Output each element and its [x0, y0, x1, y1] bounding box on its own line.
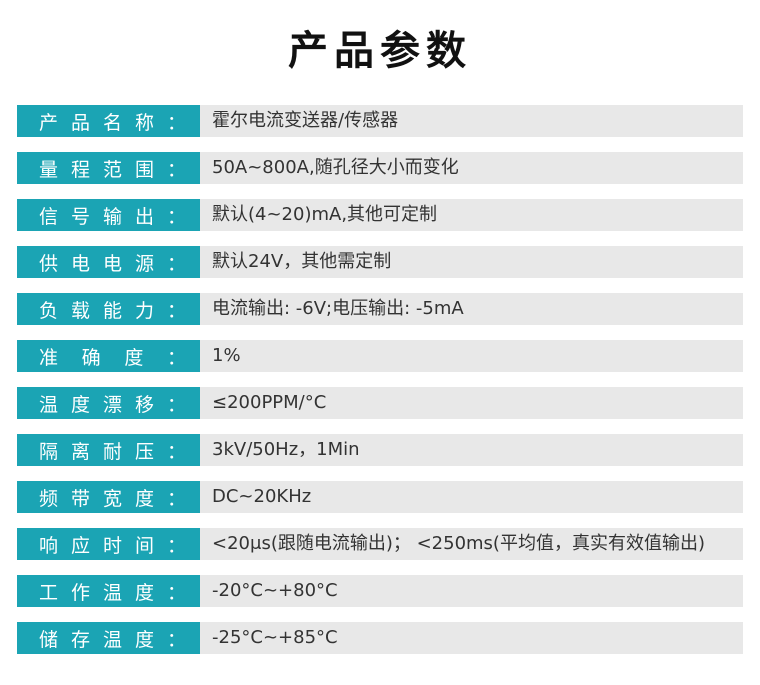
- param-value: 默认24V，其他需定制: [200, 246, 743, 278]
- param-label-char: ：: [166, 111, 186, 134]
- param-label-char: ：: [166, 299, 186, 322]
- param-label-char: 能: [102, 299, 122, 322]
- param-label-char: 电: [102, 252, 122, 275]
- param-label-char: 温: [102, 628, 122, 651]
- param-label-char: 间: [134, 534, 154, 557]
- param-value: 1%: [200, 340, 743, 372]
- param-label-char: 力: [134, 299, 154, 322]
- param-value: DC~20KHz: [200, 481, 743, 513]
- param-row: 储存温度 ： -25°C~+85°C: [17, 622, 743, 654]
- param-label-char: 度: [124, 346, 144, 369]
- param-label-char: 确: [81, 346, 101, 369]
- param-value: 3kV/50Hz，1Min: [200, 434, 743, 466]
- param-label-char: 信: [39, 205, 59, 228]
- param-label-char: ：: [166, 158, 186, 181]
- param-row: 负载能力 ： 电流输出: -6V;电压输出: -5mA: [17, 293, 743, 325]
- param-label-char: 程: [70, 158, 90, 181]
- param-label-char: 出: [134, 205, 154, 228]
- param-row: 量程范围 ： 50A~800A,随孔径大小而变化: [17, 152, 743, 184]
- param-value: -25°C~+85°C: [200, 622, 743, 654]
- param-label: 隔离耐压 ：: [17, 434, 200, 466]
- param-value: 默认(4~20)mA,其他可定制: [200, 199, 743, 231]
- param-row: 频带宽度 ： DC~20KHz: [17, 481, 743, 513]
- param-label-char: 时: [102, 534, 122, 557]
- param-label-char: 宽: [102, 487, 122, 510]
- param-row: 信号输出 ： 默认(4~20)mA,其他可定制: [17, 199, 743, 231]
- param-label: 负载能力 ：: [17, 293, 200, 325]
- param-label-char: 温: [102, 581, 122, 604]
- param-label-char: 产: [39, 111, 59, 134]
- param-label-char: ：: [166, 393, 186, 416]
- param-label-char: ：: [166, 252, 186, 275]
- param-label-char: ：: [166, 628, 186, 651]
- param-value: 50A~800A,随孔径大小而变化: [200, 152, 743, 184]
- param-label-char: 载: [70, 299, 90, 322]
- param-label-char: 度: [134, 628, 154, 651]
- param-label-char: 耐: [102, 440, 122, 463]
- param-value: ≤200PPM/°C: [200, 387, 743, 419]
- page-title: 产品参数: [288, 28, 472, 74]
- param-label-char: 存: [70, 628, 90, 651]
- param-label-char: ：: [166, 487, 186, 510]
- param-row: 准确度 ： 1%: [17, 340, 743, 372]
- param-label-char: 输: [102, 205, 122, 228]
- param-label-char: 响: [39, 534, 59, 557]
- param-value: <20μs(跟随电流输出)； <250ms(平均值，真实有效值输出): [200, 528, 743, 560]
- param-label-char: 围: [134, 158, 154, 181]
- param-label-char: 频: [39, 487, 59, 510]
- param-label-char: 名: [102, 111, 122, 134]
- param-label-char: 离: [70, 440, 90, 463]
- param-label-char: 温: [39, 393, 59, 416]
- param-row: 响应时间 ： <20μs(跟随电流输出)； <250ms(平均值，真实有效值输出): [17, 528, 743, 560]
- param-label-char: 漂: [102, 393, 122, 416]
- param-label-char: 号: [70, 205, 90, 228]
- param-label-char: 准: [39, 346, 59, 369]
- param-label-char: 称: [134, 111, 154, 134]
- param-label-char: 范: [102, 158, 122, 181]
- param-label-char: 负: [39, 299, 59, 322]
- param-row: 产品名称 ： 霍尔电流变送器/传感器: [17, 105, 743, 137]
- param-label-char: 移: [134, 393, 154, 416]
- param-label-char: 品: [70, 111, 90, 134]
- param-label-char: 度: [70, 393, 90, 416]
- param-label-char: ：: [166, 581, 186, 604]
- param-label-char: 隔: [39, 440, 59, 463]
- param-value: -20°C~+80°C: [200, 575, 743, 607]
- param-label: 响应时间 ：: [17, 528, 200, 560]
- param-label: 产品名称 ：: [17, 105, 200, 137]
- param-label-char: ：: [166, 440, 186, 463]
- param-value: 电流输出: -6V;电压输出: -5mA: [200, 293, 743, 325]
- param-label-char: 压: [134, 440, 154, 463]
- param-label: 量程范围 ：: [17, 152, 200, 184]
- param-label: 频带宽度 ：: [17, 481, 200, 513]
- param-label: 准确度 ：: [17, 340, 200, 372]
- param-label: 供电电源：: [17, 246, 200, 278]
- param-label: 温度漂移 ：: [17, 387, 200, 419]
- param-label-char: ：: [166, 205, 186, 228]
- param-label-char: ：: [166, 534, 186, 557]
- param-label-char: 应: [70, 534, 90, 557]
- param-label-char: 度: [134, 581, 154, 604]
- param-label: 工作温度 ：: [17, 575, 200, 607]
- param-label-char: 电: [70, 252, 90, 275]
- param-label-char: 带: [70, 487, 90, 510]
- param-label-char: 量: [39, 158, 59, 181]
- param-label-char: 储: [39, 628, 59, 651]
- param-label-char: 供: [39, 252, 59, 275]
- param-value: 霍尔电流变送器/传感器: [200, 105, 743, 137]
- param-row: 供电电源：默认24V，其他需定制: [17, 246, 743, 278]
- param-label-char: 作: [70, 581, 90, 604]
- param-label: 储存温度 ：: [17, 622, 200, 654]
- param-row: 温度漂移 ： ≤200PPM/°C: [17, 387, 743, 419]
- param-label-char: 度: [134, 487, 154, 510]
- param-label-char: 源: [134, 252, 154, 275]
- param-label-char: 工: [39, 581, 59, 604]
- param-label-char: ：: [166, 346, 186, 369]
- param-row: 隔离耐压 ： 3kV/50Hz，1Min: [17, 434, 743, 466]
- param-label: 信号输出 ：: [17, 199, 200, 231]
- param-row: 工作温度 ： -20°C~+80°C: [17, 575, 743, 607]
